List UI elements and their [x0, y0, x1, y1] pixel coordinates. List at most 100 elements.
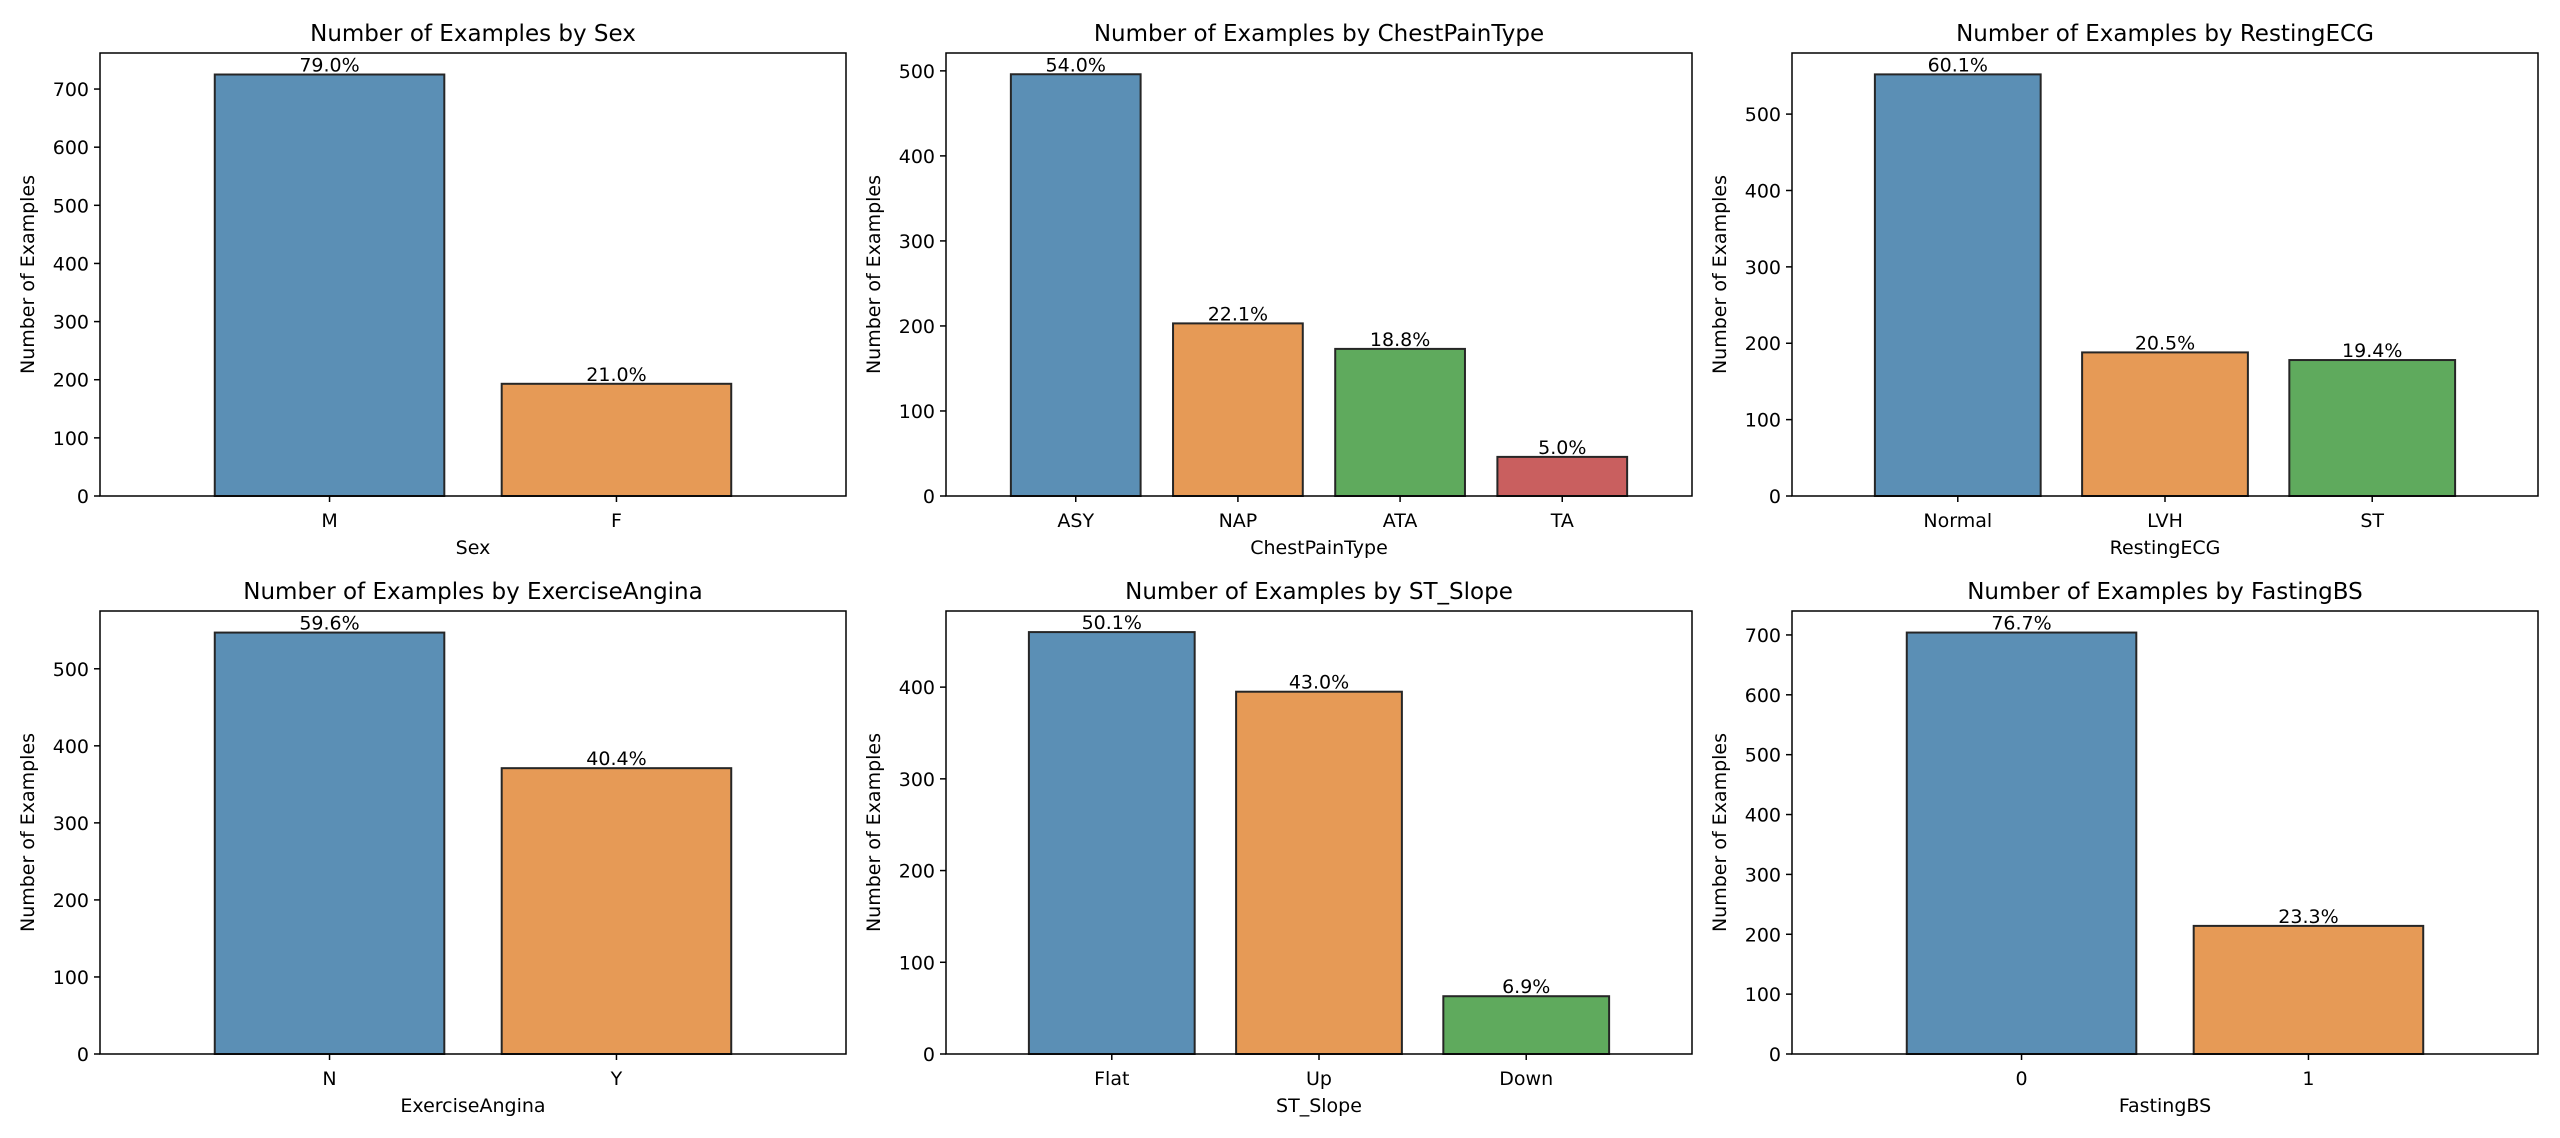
y-tick-label: 600	[1745, 685, 1781, 707]
y-axis-label: Number of Examples	[863, 175, 885, 374]
x-axis-label: ExerciseAngina	[400, 1095, 545, 1117]
x-tick-label: Y	[610, 1068, 623, 1090]
axes-frame	[945, 610, 1693, 1055]
chart-title: Number of Examples by Sex	[310, 21, 636, 47]
bar-0	[1905, 631, 2138, 1055]
y-tick-label: 0	[923, 486, 935, 508]
chart-panel-4: 59.6% N 40.4% Y 0 100 200 300 400 500 Number of Ex…	[17, 579, 847, 1117]
y-tick-label: 500	[53, 659, 89, 681]
x-axis-label: Sex	[456, 537, 491, 559]
y-axis-label: Number of Examples	[17, 175, 39, 374]
chart-panel-1: 79.0% M 21.0% F 0 100 200 300 400 500 600 700 Number…	[17, 21, 847, 559]
bar-Down	[1442, 995, 1611, 1056]
y-tick-label: 300	[1745, 257, 1781, 279]
data-label: 59.6%	[299, 613, 359, 635]
y-axis-label: Number of Examples	[863, 733, 885, 932]
y-axis-label: Number of Examples	[17, 733, 39, 932]
x-tick-label: ASY	[1057, 510, 1094, 532]
x-tick-label: ATA	[1383, 510, 1418, 532]
bar-ATA	[1334, 347, 1466, 497]
chart-title: Number of Examples by FastingBS	[1967, 579, 2363, 605]
data-label: 79.0%	[299, 55, 359, 77]
chart-panel-6: 76.7% 0 23.3% 1 0 100 200 300 400 500 600 700 Number…	[1709, 579, 2539, 1117]
chart-panel-5: 50.1% Flat 43.0% Up 6.9% Down 0 100 200 300 400 Num…	[863, 579, 1693, 1117]
data-label: 23.3%	[2278, 906, 2338, 928]
y-tick-label: 500	[53, 195, 89, 217]
data-label: 54.0%	[1046, 54, 1106, 76]
y-tick-label: 200	[53, 890, 89, 912]
y-tick-label: 300	[899, 231, 935, 253]
axes-frame	[99, 52, 847, 497]
y-tick-label: 400	[53, 253, 89, 275]
data-label: 18.8%	[1370, 329, 1430, 351]
data-label: 19.4%	[2342, 340, 2402, 362]
y-tick-label: 300	[1745, 864, 1781, 886]
x-tick-label: Normal	[1923, 510, 1992, 532]
y-axis-label: Number of Examples	[1709, 175, 1731, 374]
y-tick-label: 100	[53, 967, 89, 989]
y-tick-label: 500	[1745, 104, 1781, 126]
bar-ST	[2288, 359, 2457, 497]
x-tick-label: M	[321, 510, 337, 532]
y-tick-label: 200	[53, 370, 89, 392]
data-label: 21.0%	[586, 364, 646, 386]
y-tick-label: 500	[899, 61, 935, 83]
x-tick-label: Flat	[1094, 1068, 1129, 1090]
data-label: 60.1%	[1928, 54, 1988, 76]
x-axis-label: ST_Slope	[1276, 1095, 1362, 1117]
x-axis-label: FastingBS	[2119, 1095, 2211, 1117]
axes-frame	[1791, 52, 2539, 497]
x-tick-label: TA	[1550, 510, 1574, 532]
y-tick-label: 300	[53, 312, 89, 334]
y-tick-label: 700	[53, 79, 89, 101]
bar-LVH	[2081, 351, 2249, 497]
chart-title: Number of Examples by ST_Slope	[1125, 579, 1513, 605]
data-label: 20.5%	[2135, 332, 2195, 354]
x-tick-label: 1	[2302, 1068, 2314, 1090]
axes-frame	[99, 610, 847, 1055]
x-tick-label: 0	[2015, 1068, 2027, 1090]
chart-title: Number of Examples by RestingECG	[1956, 21, 2374, 47]
y-axis-label: Number of Examples	[1709, 733, 1731, 932]
axes-frame	[1791, 610, 2539, 1055]
bar-Normal	[1873, 73, 2042, 498]
data-label: 43.0%	[1289, 672, 1349, 694]
bar-Y	[500, 767, 733, 1055]
y-tick-label: 400	[53, 736, 89, 758]
y-tick-label: 500	[1745, 745, 1781, 767]
x-tick-label: N	[322, 1068, 336, 1090]
y-tick-label: 400	[1745, 805, 1781, 827]
y-tick-label: 0	[77, 1044, 89, 1066]
x-tick-label: Up	[1306, 1068, 1332, 1090]
y-tick-label: 400	[1745, 180, 1781, 202]
y-tick-label: 100	[53, 428, 89, 450]
y-tick-label: 200	[899, 316, 935, 338]
bar-Flat	[1027, 631, 1196, 1055]
x-axis-label: ChestPainType	[1250, 537, 1388, 559]
data-label: 22.1%	[1208, 303, 1268, 325]
y-tick-label: 600	[53, 137, 89, 159]
y-tick-label: 0	[1769, 1044, 1781, 1066]
chart-title: Number of Examples by ChestPainType	[1094, 21, 1544, 47]
y-tick-label: 100	[899, 952, 935, 974]
y-tick-label: 200	[899, 861, 935, 883]
data-label: 40.4%	[586, 748, 646, 770]
x-tick-label: LVH	[2147, 510, 2183, 532]
chart-title: Number of Examples by ExerciseAngina	[243, 579, 702, 605]
bar-F	[500, 382, 733, 498]
y-tick-label: 200	[1745, 924, 1781, 946]
bar-NAP	[1172, 322, 1304, 497]
y-tick-label: 200	[1745, 333, 1781, 355]
y-tick-label: 400	[899, 677, 935, 699]
chart-panel-3: 60.1% Normal 20.5% LVH 19.4% ST 0 100 200 300 400 5…	[1709, 21, 2539, 559]
data-label: 5.0%	[1538, 437, 1586, 459]
bar-TA	[1496, 455, 1629, 497]
y-tick-label: 100	[1745, 410, 1781, 432]
bar-1	[2192, 924, 2425, 1055]
y-tick-label: 300	[53, 813, 89, 835]
y-tick-label: 0	[77, 486, 89, 508]
data-label: 50.1%	[1082, 612, 1142, 634]
y-tick-label: 700	[1745, 625, 1781, 647]
y-tick-label: 0	[1769, 486, 1781, 508]
y-tick-label: 300	[899, 769, 935, 791]
